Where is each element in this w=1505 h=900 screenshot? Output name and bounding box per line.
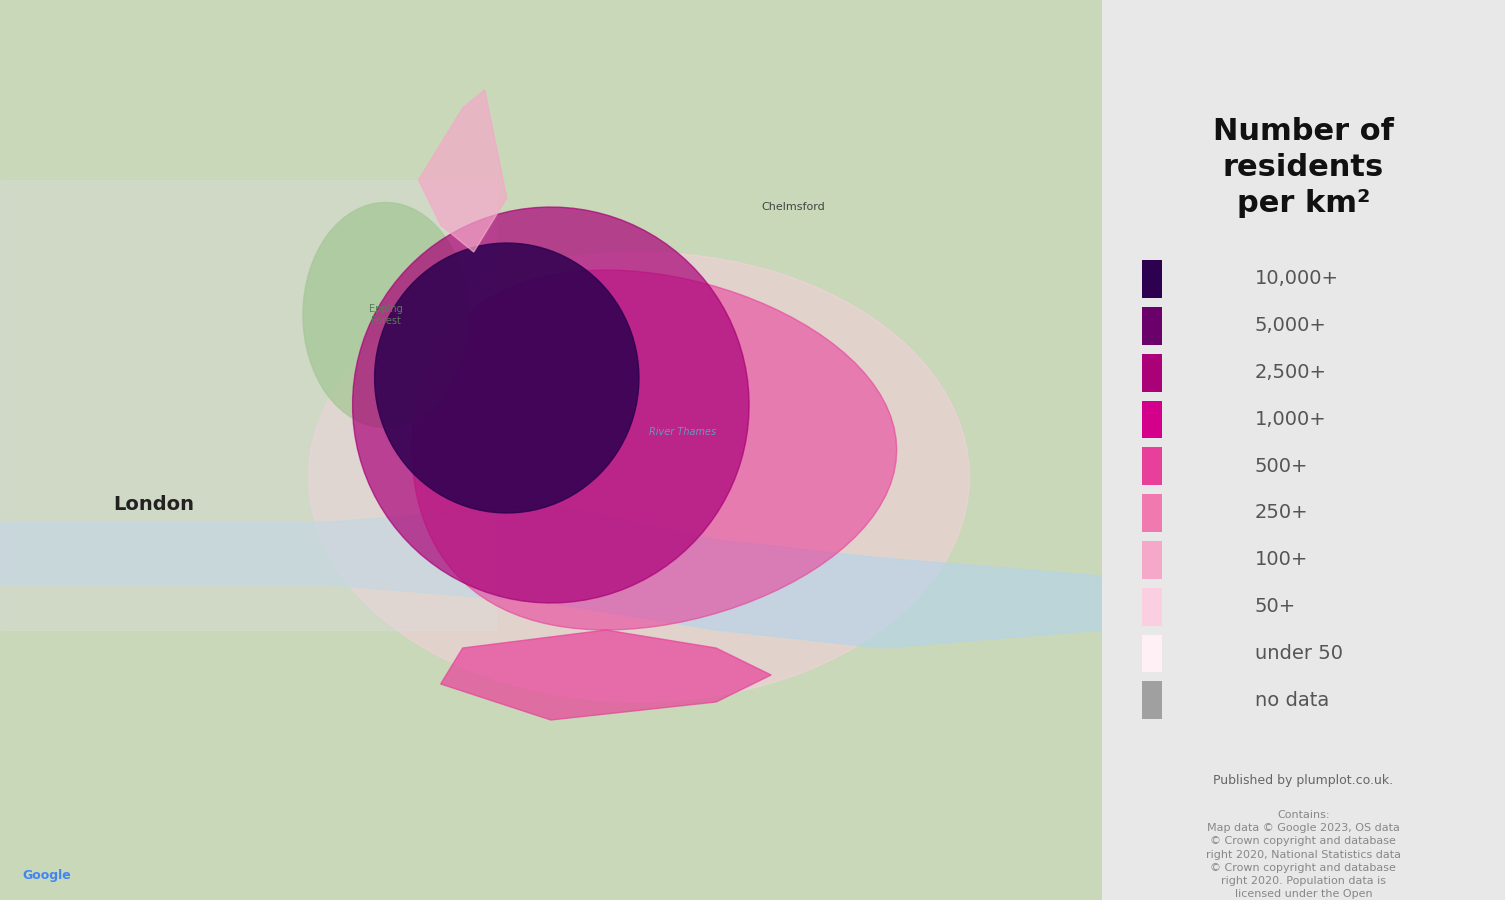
Text: under 50: under 50 <box>1255 644 1342 663</box>
Polygon shape <box>412 270 897 630</box>
FancyBboxPatch shape <box>1142 541 1162 579</box>
Polygon shape <box>375 243 640 513</box>
Text: 5,000+: 5,000+ <box>1255 316 1327 336</box>
FancyBboxPatch shape <box>1142 354 1162 392</box>
Text: no data: no data <box>1255 690 1329 710</box>
Polygon shape <box>309 252 969 702</box>
FancyBboxPatch shape <box>1142 260 1162 298</box>
FancyBboxPatch shape <box>1142 307 1162 345</box>
FancyBboxPatch shape <box>1142 588 1162 626</box>
Text: 500+: 500+ <box>1255 456 1308 476</box>
Text: London: London <box>114 494 194 514</box>
Polygon shape <box>441 630 771 720</box>
FancyBboxPatch shape <box>1142 447 1162 485</box>
Text: Epping
Forest: Epping Forest <box>369 304 402 326</box>
FancyBboxPatch shape <box>1142 400 1162 438</box>
FancyBboxPatch shape <box>1142 681 1162 719</box>
Text: River Thames: River Thames <box>650 427 716 437</box>
FancyBboxPatch shape <box>1142 634 1162 672</box>
Text: 1,000+: 1,000+ <box>1255 410 1327 429</box>
Polygon shape <box>352 207 749 603</box>
Text: Number of
residents
per km²: Number of residents per km² <box>1213 117 1394 218</box>
Text: Published by plumplot.co.uk.: Published by plumplot.co.uk. <box>1213 774 1394 787</box>
Text: 10,000+: 10,000+ <box>1255 269 1339 289</box>
Text: 250+: 250+ <box>1255 503 1308 523</box>
Ellipse shape <box>303 202 468 428</box>
Text: Contains:
Map data © Google 2023, OS data
© Crown copyright and database
right 2: Contains: Map data © Google 2023, OS dat… <box>1206 810 1401 900</box>
Text: Chelmsford: Chelmsford <box>762 202 825 212</box>
Text: 2,500+: 2,500+ <box>1255 363 1327 382</box>
FancyBboxPatch shape <box>1142 494 1162 532</box>
Text: Google: Google <box>23 869 71 882</box>
Text: 50+: 50+ <box>1255 597 1296 617</box>
Polygon shape <box>418 90 507 252</box>
Text: 100+: 100+ <box>1255 550 1308 570</box>
Polygon shape <box>0 504 1102 648</box>
Bar <box>0 180 495 630</box>
